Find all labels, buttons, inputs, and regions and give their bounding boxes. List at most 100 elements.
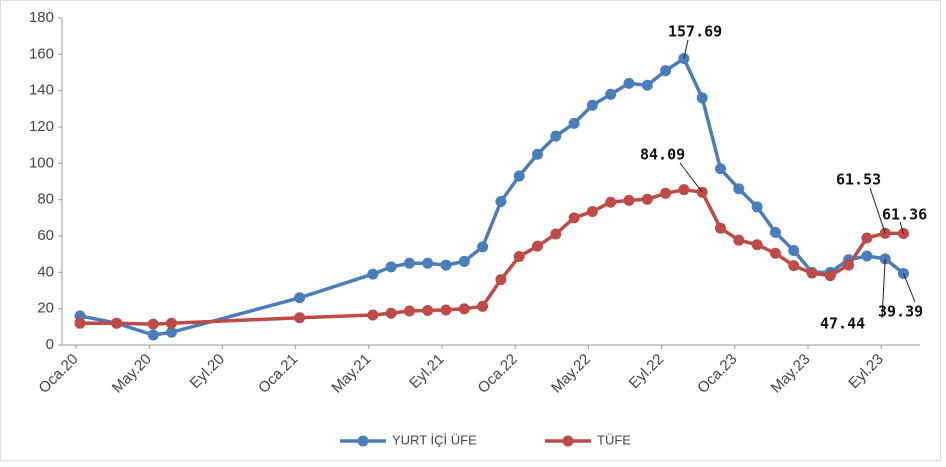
point (385, 261, 397, 273)
x-tick-label: May.21 (328, 351, 374, 397)
y-tick-label: 60 (37, 227, 54, 244)
point (769, 247, 781, 259)
point (440, 304, 452, 316)
point (733, 234, 745, 246)
point (294, 312, 306, 324)
legend-marker (562, 435, 574, 447)
legend-label: YURT İÇİ ÜFE (392, 432, 477, 447)
y-tick-label: 180 (29, 9, 54, 26)
point (751, 201, 763, 213)
point (568, 117, 580, 129)
annotation: 39.39 (878, 303, 923, 321)
point (367, 268, 379, 280)
point (861, 232, 873, 244)
series-line (80, 187, 904, 326)
annotation: 47.44 (820, 315, 865, 333)
x-tick-label: Oca.20 (35, 351, 81, 397)
x-tick-label: Eyl.23 (845, 351, 887, 393)
point (495, 274, 507, 286)
point (532, 148, 543, 160)
point (843, 259, 855, 271)
point (147, 318, 159, 330)
point (678, 184, 690, 196)
point (733, 183, 745, 195)
y-tick-label: 140 (29, 82, 54, 99)
point (788, 245, 800, 257)
x-tick-label: Eyl.22 (626, 351, 668, 393)
annotation-line (679, 162, 703, 193)
point (751, 239, 763, 251)
point (495, 195, 507, 207)
x-tick-label: Eyl.21 (406, 351, 448, 393)
point (403, 305, 415, 317)
legend-label: TÜFE (597, 432, 631, 447)
y-tick-label: 40 (37, 263, 54, 280)
y-tick-label: 80 (37, 191, 54, 208)
annotation-line (881, 258, 886, 319)
point (422, 304, 434, 316)
x-tick-label: Oca.22 (475, 351, 521, 397)
point (605, 88, 617, 100)
y-tick-label: 20 (37, 300, 54, 317)
point (696, 92, 708, 104)
point (660, 187, 672, 199)
point (660, 65, 672, 77)
point (641, 79, 653, 91)
annotation: 84.09 (640, 146, 685, 164)
y-tick-label: 120 (29, 118, 54, 135)
point (568, 212, 580, 224)
point (861, 250, 873, 262)
point (166, 317, 177, 329)
annotation-line (903, 273, 916, 303)
point (769, 226, 781, 238)
x-tick-label: Oca.23 (694, 351, 740, 397)
point (403, 257, 415, 269)
x-tick-label: May.20 (109, 351, 155, 397)
point (166, 326, 177, 338)
annotation: 61.53 (836, 171, 881, 189)
point (586, 99, 598, 111)
point (605, 196, 617, 208)
point (74, 317, 86, 329)
point (623, 77, 635, 89)
point (385, 307, 397, 319)
y-tick-label: 100 (29, 154, 54, 171)
point (422, 257, 434, 269)
annotation-line (683, 39, 689, 59)
y-tick-label: 160 (29, 45, 54, 62)
point (586, 205, 598, 217)
point (623, 194, 635, 206)
point (715, 163, 726, 175)
point (550, 228, 562, 240)
point (513, 170, 525, 182)
point (477, 241, 489, 253)
point (641, 193, 653, 205)
annotation: 61.36 (882, 206, 927, 224)
point (550, 130, 562, 142)
point (294, 292, 306, 304)
x-tick-label: Eyl.20 (187, 351, 229, 393)
x-tick-label: Oca.21 (255, 351, 301, 397)
x-tick-label: May.23 (768, 351, 814, 397)
legend-marker (357, 435, 369, 447)
point (788, 260, 800, 272)
point (532, 240, 543, 252)
point (111, 317, 123, 329)
annotation-line (899, 221, 904, 234)
point (458, 303, 470, 315)
point (477, 300, 489, 312)
y-tick-label: 0 (46, 336, 54, 353)
point (147, 329, 159, 341)
point (440, 259, 452, 271)
point (824, 270, 836, 282)
point (458, 255, 470, 267)
point (367, 309, 379, 321)
point (513, 251, 525, 263)
x-tick-label: May.22 (548, 351, 594, 397)
point (806, 267, 818, 279)
annotation: 157.69 (668, 23, 722, 41)
annotation-line (869, 187, 886, 234)
point (715, 222, 726, 234)
